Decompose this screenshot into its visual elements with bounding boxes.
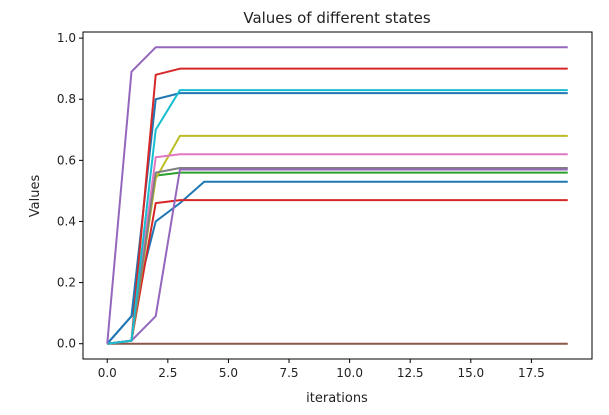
- plot-area: [106, 46, 568, 345]
- y-tick-label: 0.8: [57, 92, 76, 106]
- y-axis: 0.0 0.2 0.4 0.6 0.8 1.0: [57, 31, 83, 351]
- y-tick-label: 0.6: [57, 153, 76, 167]
- x-axis: 0.0 2.5 5.0 7.5 10.0 12.5 15.0 17.5: [98, 359, 545, 380]
- series-line-5: [107, 67, 568, 345]
- x-tick-label: 7.5: [279, 366, 298, 380]
- y-tick-label: 0.4: [57, 214, 76, 228]
- x-tick-label: 15.0: [457, 366, 484, 380]
- x-tick-label: 10.0: [336, 366, 363, 380]
- y-tick-label: 0.2: [57, 276, 76, 290]
- x-tick-label: 0.0: [98, 366, 117, 380]
- x-tick-label: 5.0: [219, 366, 238, 380]
- series-line-7: [107, 134, 568, 345]
- series-line-12: [106, 46, 568, 344]
- y-tick-label: 0.0: [57, 337, 76, 351]
- series-line-2: [106, 180, 568, 345]
- x-axis-label: iterations: [306, 391, 368, 406]
- y-axis-label: Values: [28, 175, 43, 218]
- x-tick-label: 2.5: [158, 366, 177, 380]
- y-tick-label: 1.0: [57, 31, 76, 45]
- series-line-3: [106, 92, 568, 345]
- series-line-6: [107, 171, 568, 345]
- series-line-8: [107, 153, 568, 345]
- plot-frame: [82, 31, 593, 360]
- x-tick-label: 12.5: [397, 366, 424, 380]
- x-tick-label: 17.5: [518, 366, 545, 380]
- series-line-4: [107, 199, 568, 345]
- chart-title: Values of different states: [243, 9, 430, 27]
- series-line-10: [107, 168, 568, 345]
- series-line-9: [107, 167, 568, 345]
- series-line-11: [107, 89, 568, 345]
